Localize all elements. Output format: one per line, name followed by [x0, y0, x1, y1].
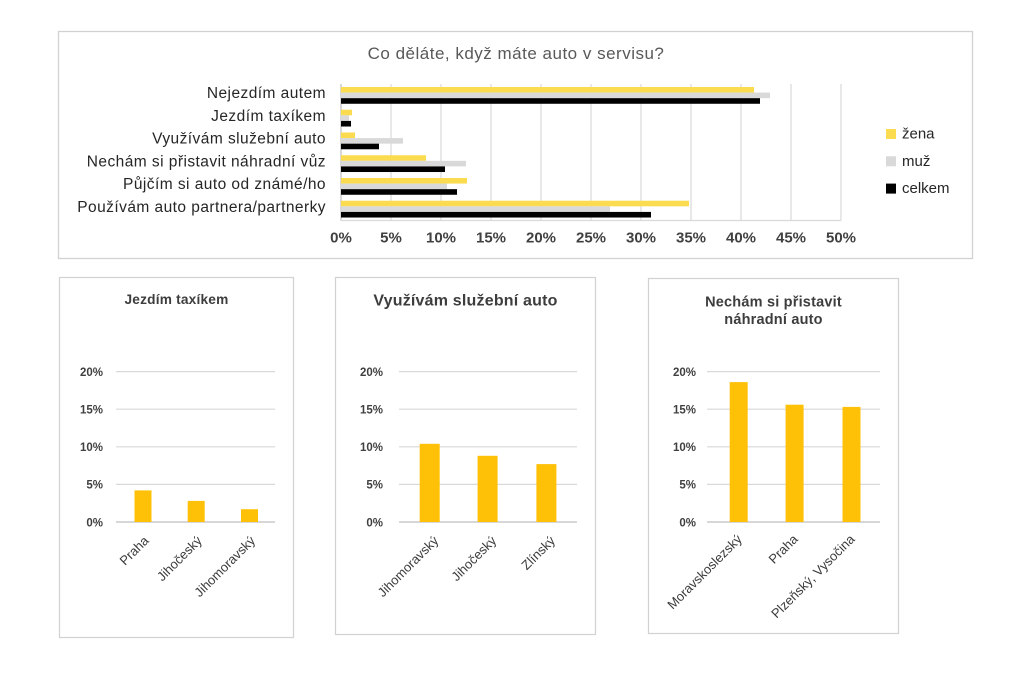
svg-text:10%: 10% [673, 442, 696, 454]
svg-text:5%: 5% [86, 480, 103, 492]
svg-text:muž: muž [902, 153, 930, 170]
svg-text:Používám auto partnera/partner: Používám auto partnera/partnerky [77, 199, 326, 216]
svg-text:Nejezdím autem: Nejezdím autem [207, 85, 326, 102]
svg-text:10%: 10% [360, 442, 383, 454]
svg-text:30%: 30% [626, 230, 656, 247]
svg-text:50%: 50% [826, 230, 856, 247]
svg-text:20%: 20% [673, 367, 696, 379]
svg-text:Půjčím si auto od známé/ho: Půjčím si auto od známé/ho [123, 176, 326, 193]
svg-text:35%: 35% [676, 230, 706, 247]
svg-text:náhradní auto: náhradní auto [724, 312, 822, 328]
svg-text:10%: 10% [426, 230, 456, 247]
svg-text:Nechám si přistavit náhradní v: Nechám si přistavit náhradní vůz [87, 153, 326, 170]
svg-text:celkem: celkem [902, 180, 950, 197]
svg-text:15%: 15% [80, 405, 103, 417]
svg-text:15%: 15% [360, 405, 383, 417]
svg-text:5%: 5% [679, 480, 696, 492]
svg-text:0%: 0% [330, 230, 352, 247]
svg-text:Využívám služební auto: Využívám služební auto [152, 131, 326, 148]
svg-text:40%: 40% [726, 230, 756, 247]
svg-text:Jezdím taxíkem: Jezdím taxíkem [211, 108, 326, 125]
svg-text:Co děláte, když máte auto v se: Co děláte, když máte auto v servisu? [368, 44, 665, 63]
svg-text:20%: 20% [360, 367, 383, 379]
svg-text:15%: 15% [476, 230, 506, 247]
svg-text:20%: 20% [80, 367, 103, 379]
svg-text:5%: 5% [380, 230, 402, 247]
svg-text:20%: 20% [526, 230, 556, 247]
svg-text:Nechám si přistavit: Nechám si přistavit [705, 295, 842, 311]
svg-text:Jezdím taxíkem: Jezdím taxíkem [125, 292, 229, 307]
svg-text:25%: 25% [576, 230, 606, 247]
svg-text:0%: 0% [366, 517, 383, 529]
svg-text:0%: 0% [679, 517, 696, 529]
svg-text:5%: 5% [366, 480, 383, 492]
svg-text:10%: 10% [80, 442, 103, 454]
svg-text:15%: 15% [673, 405, 696, 417]
svg-text:45%: 45% [776, 230, 806, 247]
svg-text:0%: 0% [86, 517, 103, 529]
svg-text:Využívám služební auto: Využívám služební auto [373, 293, 557, 310]
svg-text:žena: žena [902, 126, 935, 143]
